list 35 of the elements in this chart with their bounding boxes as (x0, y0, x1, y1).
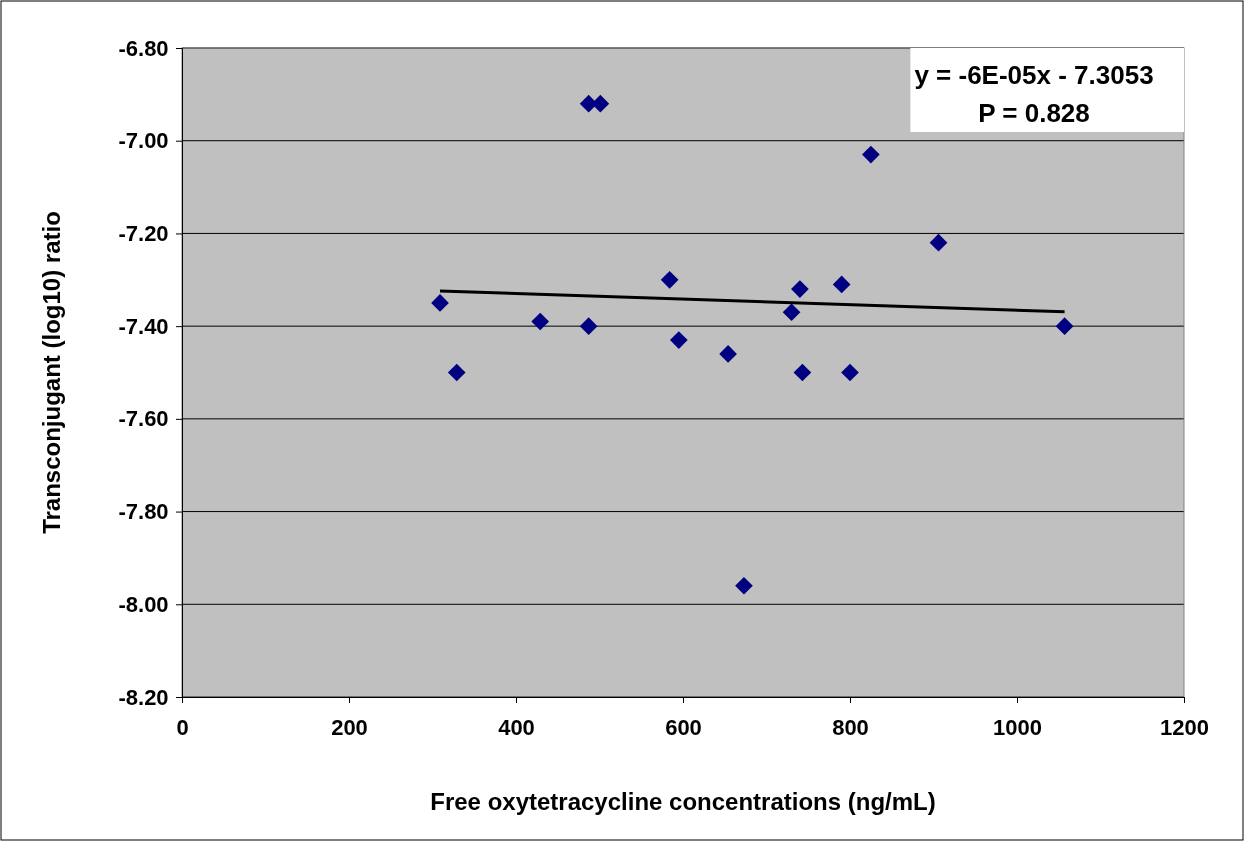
y-tick-label: -7.20 (118, 220, 169, 246)
x-tick-label: 600 (665, 714, 702, 740)
point (782, 303, 801, 322)
point (791, 280, 809, 298)
point (579, 317, 598, 335)
point (841, 363, 859, 382)
x-tick-label: 800 (832, 714, 869, 740)
y-tick-label: -8.20 (118, 684, 169, 710)
y-tick-label: -7.00 (118, 128, 169, 154)
point (793, 363, 812, 382)
x-tick-label: 1000 (993, 714, 1042, 740)
point (735, 576, 753, 595)
point (719, 345, 737, 363)
point (862, 145, 880, 164)
point (929, 233, 948, 252)
x-tick-label: 1200 (1160, 714, 1209, 740)
y-tick-label: -7.60 (118, 406, 169, 432)
point (660, 270, 679, 289)
x-tick-label: 200 (331, 714, 368, 740)
point (531, 312, 550, 331)
y-axis-title: Transconjugant (log10) ratio (38, 211, 65, 534)
point (1055, 317, 1074, 335)
annotation: y = -6E-05x - 7.3053 (914, 60, 1154, 90)
y-tick-label: -8.00 (118, 591, 169, 617)
point (431, 294, 449, 312)
x-tick-label: 0 (176, 714, 189, 740)
point (669, 331, 688, 349)
y-tick-label: -7.40 (118, 313, 169, 339)
y-tick-label: -7.80 (118, 499, 169, 525)
point (447, 363, 466, 382)
y-tick-label: -6.80 (118, 35, 169, 61)
x-axis-title: Free oxytetracycline concentrations (ng/mL) (430, 788, 936, 815)
x-tick-label: 400 (498, 714, 535, 740)
annotation: P = 0.828 (978, 98, 1090, 128)
point (832, 275, 851, 294)
